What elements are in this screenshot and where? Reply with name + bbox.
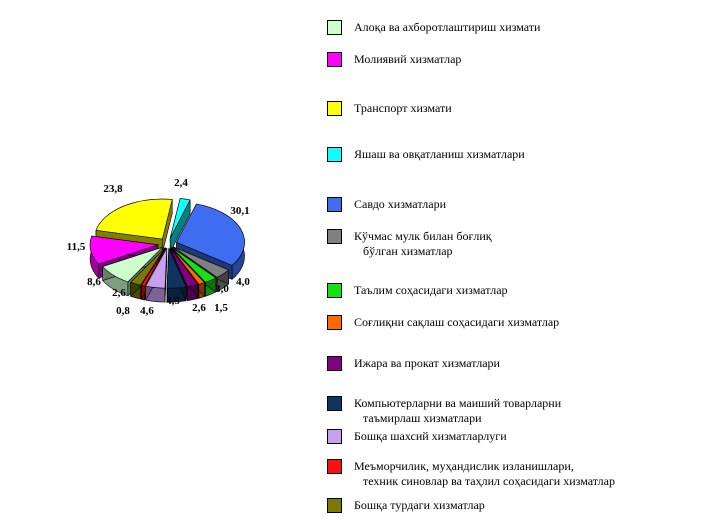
legend-item: Соғлиқни сақлаш соҳасидаги хизматлар (327, 315, 559, 330)
legend-label: Компьютерларни ва маиший товарларни таъми… (354, 396, 561, 426)
legend-label-line: Кўчмас мулк билан боғлиқ (354, 229, 492, 243)
legend-swatch (327, 315, 342, 330)
legend-label: Бошқа турдаги хизматлар (354, 498, 485, 513)
pie-slice-2 (172, 246, 229, 278)
legend-item: Молиявий хизматлар (327, 52, 461, 67)
legend-swatch (327, 498, 342, 513)
legend-item: Кўчмас мулк билан боғлиқ бўлган хизматлар (327, 229, 492, 259)
legend-swatch (327, 356, 342, 371)
legend-item: Таълим соҳасидаги хизматлар (327, 283, 508, 298)
legend-swatch (327, 101, 342, 116)
legend-label-line: бўлган хизматлар (363, 244, 453, 258)
legend-swatch (327, 147, 342, 162)
legend-item: Алоқа ва ахборотлаштириш хизмати (327, 20, 540, 35)
legend-item: Бошқа турдаги хизматлар (327, 498, 485, 513)
pie-tops (89, 198, 245, 289)
legend-label-line: Компьютерларни ва маиший товарларни (354, 396, 562, 410)
pie-slice-7 (145, 247, 168, 289)
pie-slice-3 (171, 247, 217, 283)
data-label-6: 4,5 (166, 295, 180, 307)
legend-swatch (327, 52, 342, 67)
legend-swatch (327, 459, 342, 474)
data-label-7: 4,6 (140, 305, 154, 317)
legend-label: Кўчмас мулк билан боғлиқ бўлган хизматлар (354, 229, 492, 259)
legend-item: Савдо хизматлари (327, 197, 446, 212)
legend-swatch (327, 20, 342, 35)
pie-slice-4 (170, 247, 205, 285)
pie-slice-11 (89, 235, 159, 265)
legend-item: Транспорт хизмати (327, 101, 452, 116)
legend-label-line: техник синовлар ва таҳлил соҳасидаги хиз… (363, 474, 615, 488)
pie-data-labels: 30,1 4,0 3,0 1,5 2,6 4,5 4,6 0,8 2,6 8,6 11,5 23,8 2… (67, 177, 251, 317)
pie-slice-1 (176, 203, 245, 266)
pie-slice-12 (95, 198, 173, 240)
legend-label-line: Алоқа ва ахборотлаштириш хизмати (354, 20, 541, 34)
pie-slice-13 (169, 198, 191, 239)
legend-label: Савдо хизматлари (354, 197, 446, 212)
legend-swatch (327, 197, 342, 212)
legend-label: Ижара ва прокат хизматлари (354, 356, 500, 371)
legend-swatch (327, 229, 342, 244)
legend-item: Ижара ва прокат хизматлари (327, 356, 500, 371)
legend-label-line: Бошқа шахсий хизматларлуги (354, 429, 507, 443)
data-label-5: 2,6 (192, 302, 206, 314)
legend-swatch (327, 283, 342, 298)
legend-label: Яшаш ва овқатланиш хизматлари (354, 147, 525, 162)
legend-swatch (327, 429, 342, 444)
data-label-12: 23,8 (103, 183, 123, 195)
legend-label: Молиявий хизматлар (354, 52, 461, 67)
legend-label-line: Молиявий хизматлар (354, 52, 462, 66)
pie-slice-8 (141, 247, 166, 287)
legend-label-line: Таълим соҳасидаги хизматлар (354, 283, 508, 297)
legend-label: Транспорт хизмати (354, 101, 452, 116)
legend-swatch (327, 396, 342, 411)
legend-label-line: Соғлиқни сақлаш соҳасидаги хизматлар (354, 315, 560, 329)
legend: Алоқа ва ахборотлаштириш хизмати Молиявий… (327, 0, 718, 531)
legend-label-line: Транспорт хизмати (354, 101, 452, 115)
data-label-11: 11,5 (67, 241, 86, 253)
legend-label-line: Бошқа турдаги хизматлар (354, 498, 485, 512)
legend-item: Бошқа шахсий хизматларлуги (327, 429, 507, 444)
legend-label: Соғлиқни сақлаш соҳасидаги хизматлар (354, 315, 559, 330)
pie-slice-6 (166, 247, 187, 289)
pie-slice-10 (102, 247, 163, 283)
data-label-4: 1,5 (214, 302, 228, 314)
legend-item: Меъморчилик, муҳандислик изланишлари, тех… (327, 459, 615, 489)
legend-label-line: Меъморчилик, муҳандислик изланишлари, (354, 459, 574, 473)
data-label-8: 0,8 (116, 305, 130, 317)
legend-label-line: Ижара ва прокат хизматлари (354, 356, 500, 370)
legend-label: Бошқа шахсий хизматларлуги (354, 429, 507, 444)
legend-label: Алоқа ва ахборотлаштириш хизмати (354, 20, 540, 35)
legend-label-line: Яшаш ва овқатланиш хизматлари (354, 147, 525, 161)
legend-label-line: таъмирлаш хизматлари (363, 411, 482, 425)
legend-item: Яшаш ва овқатланиш хизматлари (327, 147, 525, 162)
legend-label: Меъморчилик, муҳандислик изланишлари, тех… (354, 459, 615, 489)
legend-item: Компьютерларни ва маиший товарларни таъми… (327, 396, 561, 426)
data-label-10: 8,6 (87, 276, 101, 288)
pie-chart: 30,1 4,0 3,0 1,5 2,6 4,5 4,6 0,8 2,6 8,6 11,5 23,8 2… (67, 177, 251, 317)
data-label-3: 3,0 (215, 283, 229, 295)
data-label-13: 2,4 (174, 177, 188, 189)
data-label-1: 30,1 (230, 205, 249, 217)
data-label-2: 4,0 (236, 276, 250, 288)
pie-slice-5 (170, 247, 199, 287)
legend-label-line: Савдо хизматлари (354, 197, 447, 211)
data-label-9: 2,6 (112, 287, 126, 299)
pie-slice-9 (130, 247, 166, 286)
legend-label: Таълим соҳасидаги хизматлар (354, 283, 508, 298)
